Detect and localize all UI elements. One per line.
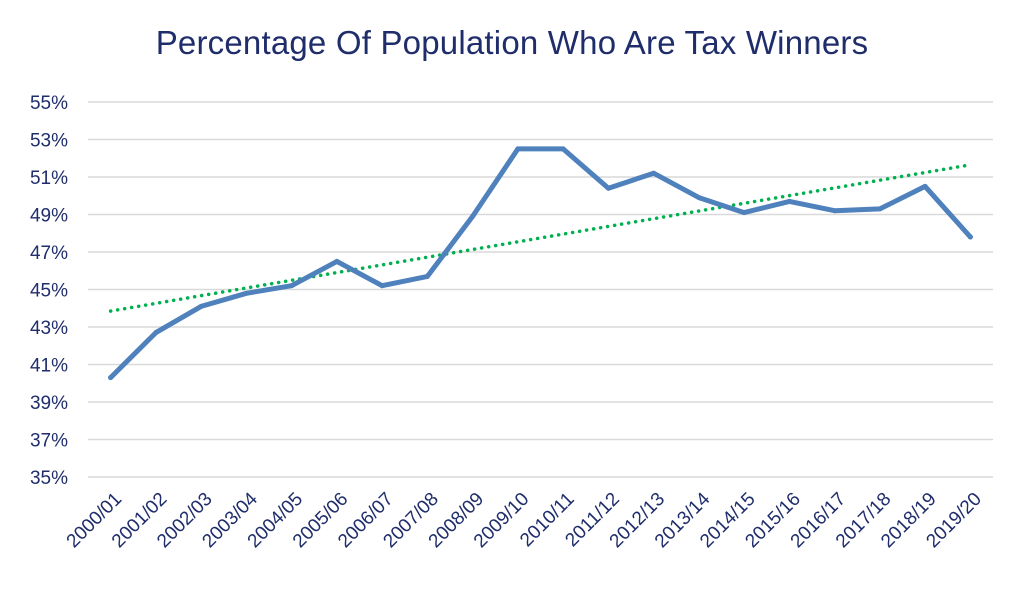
x-axis-ticks: 2000/012001/022002/032003/042004/052005/…: [63, 488, 986, 552]
data-point: [877, 206, 883, 212]
gridlines: [88, 101, 993, 478]
data-point: [470, 213, 476, 219]
y-tick-label: 41%: [30, 356, 68, 377]
series-layer: [108, 146, 973, 381]
data-point: [289, 283, 295, 289]
data-point: [379, 283, 385, 289]
data-point: [605, 185, 611, 191]
y-tick-label: 37%: [30, 431, 68, 452]
data-point: [922, 183, 928, 189]
y-tick-label: 55%: [30, 93, 68, 114]
y-axis-ticks: 35% 37% 39% 41% 43% 45% 47% 49% 51% 53% 55%: [30, 93, 68, 489]
data-point: [243, 290, 249, 296]
data-point: [832, 208, 838, 214]
y-tick-label: 51%: [30, 168, 68, 189]
data-point: [741, 210, 747, 216]
data-point: [786, 198, 792, 204]
data-point: [515, 146, 521, 152]
y-tick-label: 53%: [30, 131, 68, 152]
y-tick-label: 39%: [30, 393, 68, 414]
data-point: [108, 375, 114, 381]
y-tick-label: 47%: [30, 243, 68, 264]
data-point: [198, 303, 204, 309]
data-point: [153, 330, 159, 336]
data-point: [334, 258, 340, 264]
y-tick-label: 49%: [30, 206, 68, 227]
y-tick-label: 43%: [30, 318, 68, 339]
data-point: [424, 273, 430, 279]
data-point: [651, 170, 657, 176]
data-point: [967, 234, 973, 240]
y-tick-label: 45%: [30, 281, 68, 302]
series-line: [108, 146, 973, 381]
y-tick-label: 35%: [30, 468, 68, 489]
data-point: [560, 146, 566, 152]
data-point: [696, 195, 702, 201]
chart-title: Percentage Of Population Who Are Tax Win…: [155, 24, 869, 61]
